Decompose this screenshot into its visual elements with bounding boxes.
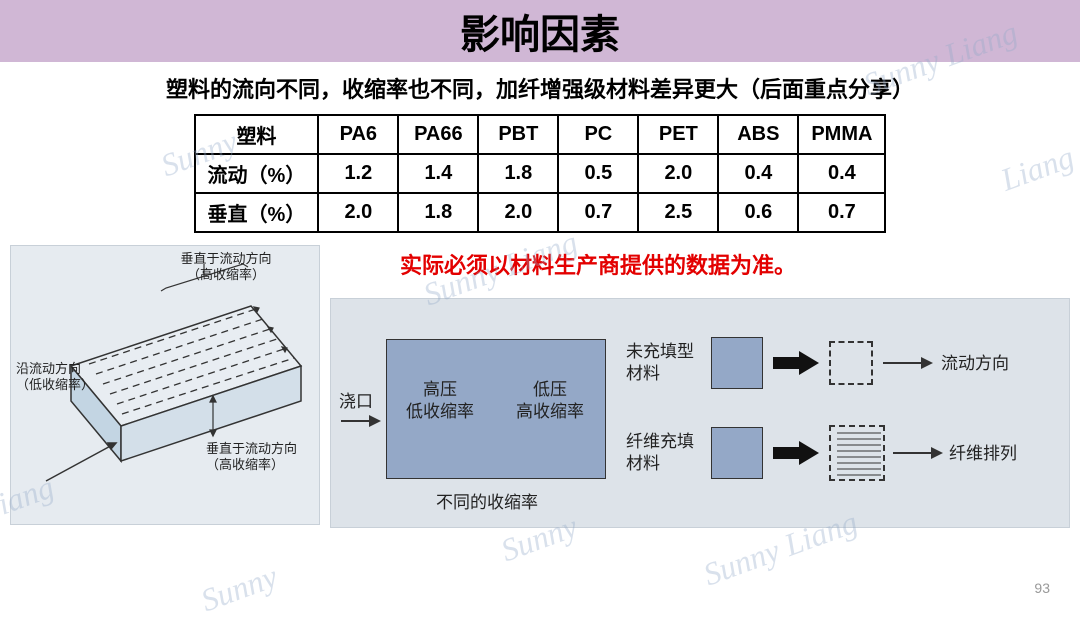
row1-solid-box xyxy=(711,337,763,389)
row1-thin-arrow-icon xyxy=(883,353,933,373)
row2-output-label: 纤维排列 xyxy=(949,443,1017,465)
fiber-hatch-icon xyxy=(831,427,887,483)
table-header: PA66 xyxy=(398,115,478,154)
row1-dashed-box xyxy=(829,341,873,385)
row2-solid-box xyxy=(711,427,763,479)
table-cell: 0.6 xyxy=(718,193,798,232)
page-number: 93 xyxy=(1034,580,1050,596)
title-bar: 影响因素 xyxy=(0,0,1080,62)
gate-label: 浇口 xyxy=(339,391,373,413)
table-cell: 0.7 xyxy=(558,193,638,232)
warning-note: 实际必须以材料生产商提供的数据为准。 xyxy=(400,248,796,280)
main-box-left: 高压低收缩率 xyxy=(406,379,474,423)
watermark: Sunny xyxy=(196,558,282,619)
table-cell: 0.5 xyxy=(558,154,638,193)
main-box-right: 低压高收缩率 xyxy=(516,379,584,423)
row1-material-label: 未充填型材料 xyxy=(626,341,694,385)
table-cell: 2.0 xyxy=(478,193,558,232)
row1-output-label: 流动方向 xyxy=(941,353,1009,375)
label-left: 沿流动方向（低收缩率） xyxy=(16,361,96,392)
row2-arrow-icon xyxy=(771,439,821,467)
table-cell: 0.7 xyxy=(798,193,885,232)
table-header: PC xyxy=(558,115,638,154)
table-header: PA6 xyxy=(318,115,398,154)
row2-thin-arrow-icon xyxy=(893,443,943,463)
table-cell: 2.0 xyxy=(318,193,398,232)
table-header: PET xyxy=(638,115,718,154)
table-cell: 1.4 xyxy=(398,154,478,193)
table-cell: 2.0 xyxy=(638,154,718,193)
right-flow-diagram: 浇口 高压低收缩率 低压高收缩率 不同的收缩率 未充填型材料 流动方向 纤维充填… xyxy=(330,298,1070,528)
subtitle: 塑料的流向不同，收缩率也不同，加纤增强级材料差异更大（后面重点分享） xyxy=(0,72,1080,104)
table-header: ABS xyxy=(718,115,798,154)
table-row: 垂直（%）2.01.82.00.72.50.60.7 xyxy=(195,193,886,232)
row1-arrow-icon xyxy=(771,349,821,377)
table-cell: 流动（%） xyxy=(195,154,319,193)
table-cell: 2.5 xyxy=(638,193,718,232)
label-bottom: 垂直于流动方向（高收缩率） xyxy=(206,441,316,472)
gate-arrow-icon xyxy=(341,411,381,431)
table-cell: 0.4 xyxy=(718,154,798,193)
table-cell: 1.2 xyxy=(318,154,398,193)
label-top: 垂直于流动方向（高收缩率） xyxy=(161,251,291,282)
table-header: 塑料 xyxy=(195,115,319,154)
table-row: 流动（%）1.21.41.80.52.00.40.4 xyxy=(195,154,886,193)
row2-dashed-box xyxy=(829,425,885,481)
shrinkage-table: 塑料PA6PA66PBTPCPETABSPMMA 流动（%）1.21.41.80… xyxy=(194,114,887,233)
watermark: Liang xyxy=(996,138,1079,198)
table-cell: 1.8 xyxy=(478,154,558,193)
left-3d-diagram: 垂直于流动方向（高收缩率） 沿流动方向（低收缩率） 垂直于流动方向（高收缩率） xyxy=(10,245,320,525)
table-cell: 垂直（%） xyxy=(195,193,319,232)
main-caption: 不同的收缩率 xyxy=(436,492,538,514)
row2-material-label: 纤维充填材料 xyxy=(626,431,694,475)
table-cell: 1.8 xyxy=(398,193,478,232)
table-cell: 0.4 xyxy=(798,154,885,193)
page-title: 影响因素 xyxy=(460,2,620,60)
table-header: PBT xyxy=(478,115,558,154)
table-header: PMMA xyxy=(798,115,885,154)
